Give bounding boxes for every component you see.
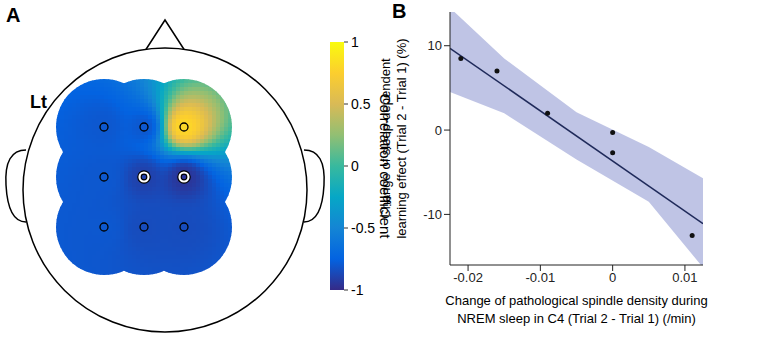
svg-text:Lt: Lt (30, 92, 47, 112)
html-text:B: B (392, 0, 407, 22)
svg-text:1: 1 (351, 34, 359, 50)
svg-text:-1: -1 (351, 282, 364, 298)
svg-text:Change of sleep-dependentlearn: Change of sleep-dependentlearning effect… (378, 38, 409, 238)
svg-text:-10: -10 (423, 207, 442, 222)
svg-text:-0.01: -0.01 (526, 270, 556, 285)
svg-text:0.01: 0.01 (672, 270, 697, 285)
svg-text:0: 0 (435, 123, 442, 138)
svg-text:-0.5: -0.5 (351, 220, 375, 236)
svg-text:-0.02: -0.02 (453, 270, 483, 285)
svg-text:0: 0 (609, 270, 616, 285)
svg-text:10: 10 (428, 38, 442, 53)
svg-text:A: A (6, 4, 20, 26)
svg-text:Change of pathological spindle: Change of pathological spindle density d… (445, 293, 707, 326)
svg-text:0.5: 0.5 (351, 96, 371, 112)
svg-text:0: 0 (351, 158, 359, 174)
svg-text:Correlation coefficient: Correlation coefficient (377, 94, 394, 240)
